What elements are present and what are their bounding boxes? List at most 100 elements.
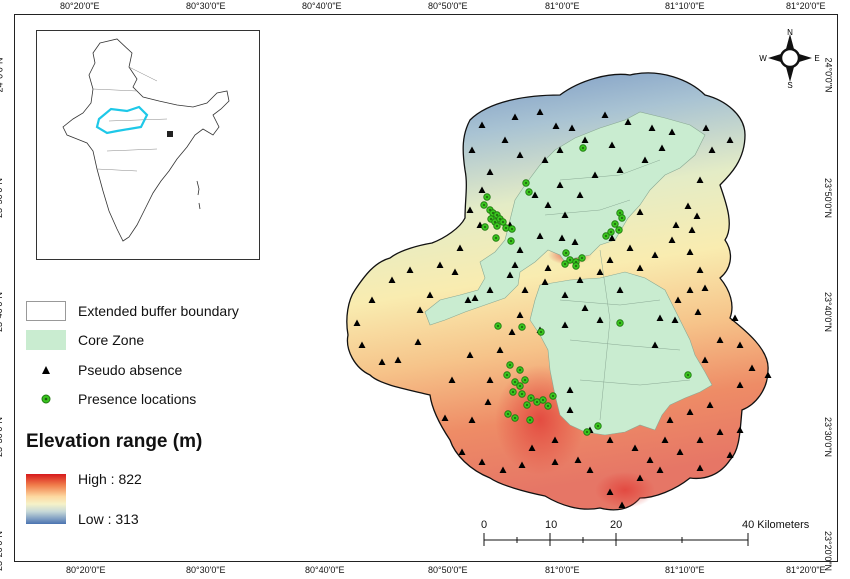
pseudo-absence-marker: [566, 386, 574, 393]
lon-label-bottom-2: 80°30'0"E: [186, 565, 226, 575]
compass-s-label: S: [787, 81, 792, 90]
pseudo-absence-marker: [764, 371, 772, 378]
pseudo-absence-marker: [641, 156, 649, 163]
elevation-low-label: Low : 313: [78, 511, 139, 527]
presence-marker-center: [510, 240, 512, 242]
pseudo-absence-marker: [394, 356, 402, 363]
lon-label-top-3: 80°40'0"E: [302, 1, 342, 11]
pseudo-absence-marker: [501, 136, 509, 143]
india-outline: [62, 38, 230, 242]
presence-marker-center: [521, 326, 523, 328]
presence-marker-center: [552, 395, 554, 397]
presence-marker-center: [519, 369, 521, 371]
pseudo-absence-marker: [568, 124, 576, 131]
pseudo-absence-marker: [674, 296, 682, 303]
elevation-color-ramp: [26, 474, 66, 524]
pseudo-absence-marker: [688, 226, 696, 233]
pseudo-absence-marker: [516, 311, 524, 318]
core-zone: [424, 111, 713, 436]
presence-marker-center: [581, 257, 583, 259]
pseudo-absence-marker: [458, 448, 466, 455]
presence-marker-center: [519, 385, 521, 387]
presence-marker-center: [494, 221, 496, 223]
pseudo-absence-marker: [591, 171, 599, 178]
pseudo-absence-marker: [544, 201, 552, 208]
presence-marker-center: [582, 147, 584, 149]
pseudo-absence-marker: [596, 268, 604, 275]
pseudo-absence-marker: [558, 234, 566, 241]
pseudo-absence-marker: [406, 266, 414, 273]
presence-marker-center: [495, 237, 497, 239]
legend-pseudo-label: Pseudo absence: [78, 362, 183, 378]
pseudo-absence-marker: [486, 168, 494, 175]
legend-pseudo: Pseudo absence: [26, 360, 182, 380]
legend-presence-label: Presence locations: [78, 391, 197, 407]
pseudo-absence-marker: [693, 212, 701, 219]
presence-marker-center: [492, 212, 494, 214]
pseudo-absence-marker: [466, 351, 474, 358]
pseudo-absence-marker: [702, 124, 710, 131]
compass-rose: [768, 34, 812, 82]
presence-marker-center: [569, 259, 571, 261]
lon-label-top-7: 81°20'0"E: [786, 1, 826, 11]
pseudo-absence-marker: [556, 181, 564, 188]
pseudo-absence-marker: [706, 401, 714, 408]
pseudo-absence-marker: [499, 466, 507, 473]
pseudo-absence-marker: [511, 113, 519, 120]
pseudo-absence-marker: [636, 264, 644, 271]
pseudo-absence-marker: [736, 341, 744, 348]
presence-marker-center: [526, 404, 528, 406]
pseudo-absence-marker: [701, 356, 709, 363]
pseudo-absence-marker: [661, 436, 669, 443]
lon-label-top-1: 80°20'0"E: [60, 1, 100, 11]
pseudo-absence-marker: [464, 296, 472, 303]
pseudo-absence-marker: [456, 244, 464, 251]
presence-marker-center: [540, 331, 542, 333]
pseudo-absence-marker: [536, 232, 544, 239]
presence-marker-center: [497, 325, 499, 327]
legend-core: Core Zone: [26, 330, 144, 350]
madhya-pradesh-highlight: [95, 105, 149, 135]
legend-buffer: Extended buffer boundary: [26, 301, 239, 321]
pseudo-absence-marker: [551, 458, 559, 465]
pseudo-absence-marker: [561, 321, 569, 328]
pseudo-absence-marker: [478, 186, 486, 193]
pseudo-absence-marker: [551, 436, 559, 443]
pseudo-absence-marker: [586, 466, 594, 473]
pseudo-absence-marker: [368, 296, 376, 303]
pseudo-absence-marker: [658, 144, 666, 151]
india-inset-map: [36, 30, 260, 260]
presence-marker-center: [502, 221, 504, 223]
pseudo-absence-marker: [636, 474, 644, 481]
pseudo-absence-marker: [726, 136, 734, 143]
presence-marker-center: [511, 228, 513, 230]
pseudo-absence-marker: [651, 341, 659, 348]
scale-label-20: 20: [610, 519, 623, 531]
presence-marker-center: [506, 374, 508, 376]
presence-marker-center: [509, 364, 511, 366]
pseudo-absence-marker: [596, 316, 604, 323]
presence-marker-center: [490, 218, 492, 220]
pseudo-absence-marker: [544, 264, 552, 271]
core-swatch: [26, 330, 66, 350]
pseudo-absence-marker: [731, 314, 739, 321]
presence-marker-center: [619, 322, 621, 324]
presence-marker-center: [486, 196, 488, 198]
presence-marker-center: [564, 263, 566, 265]
presence-marker-center: [536, 401, 538, 403]
elevation-title: Elevation range (m): [26, 431, 203, 452]
presence-marker-center: [597, 425, 599, 427]
pseudo-absence-marker: [561, 211, 569, 218]
compass-n-label: N: [787, 28, 793, 37]
pseudo-absence-points: [353, 108, 772, 508]
green-dot-icon: [26, 389, 66, 409]
presence-marker-center: [512, 391, 514, 393]
pseudo-absence-marker: [478, 458, 486, 465]
pseudo-absence-marker: [651, 251, 659, 258]
triangle-icon: [26, 360, 66, 380]
pseudo-absence-marker: [601, 111, 609, 118]
pseudo-absence-marker: [358, 341, 366, 348]
pseudo-absence-marker: [528, 444, 536, 451]
elevation-high-label: High : 822: [78, 471, 142, 487]
